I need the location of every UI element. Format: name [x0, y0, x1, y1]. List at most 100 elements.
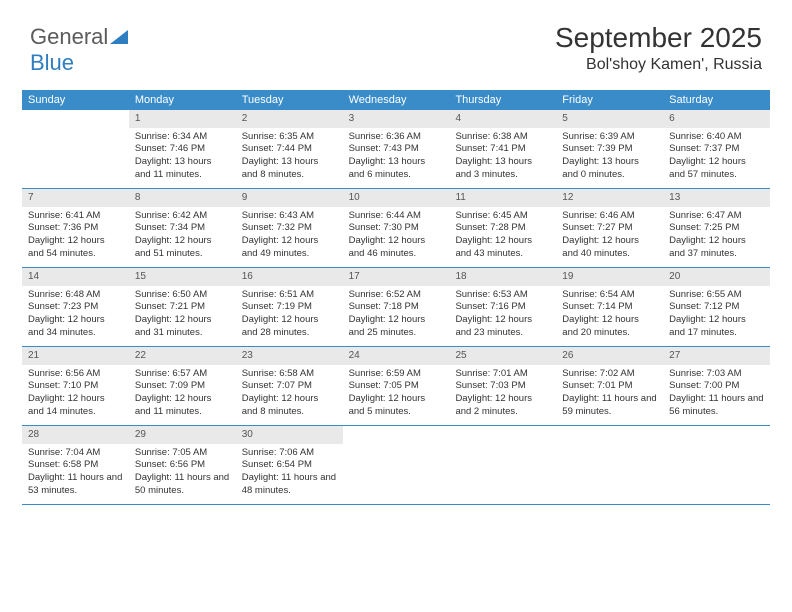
- daylight-text: Daylight: 12 hours and 25 minutes.: [349, 314, 444, 340]
- day-body: Sunrise: 7:02 AMSunset: 7:01 PMDaylight:…: [556, 365, 663, 424]
- sunset-text: Sunset: 7:12 PM: [669, 301, 764, 314]
- day-number: 5: [556, 110, 663, 128]
- sunset-text: Sunset: 7:01 PM: [562, 380, 657, 393]
- day-body: Sunrise: 7:03 AMSunset: 7:00 PMDaylight:…: [663, 365, 770, 424]
- day-number: 30: [236, 426, 343, 444]
- daylight-text: Daylight: 12 hours and 17 minutes.: [669, 314, 764, 340]
- day-cell: 27Sunrise: 7:03 AMSunset: 7:00 PMDayligh…: [663, 347, 770, 425]
- day-cell: 12Sunrise: 6:46 AMSunset: 7:27 PMDayligh…: [556, 189, 663, 267]
- daylight-text: Daylight: 12 hours and 40 minutes.: [562, 235, 657, 261]
- day-cell: 11Sunrise: 6:45 AMSunset: 7:28 PMDayligh…: [449, 189, 556, 267]
- sunrise-text: Sunrise: 6:39 AM: [562, 131, 657, 144]
- sunset-text: Sunset: 7:41 PM: [455, 143, 550, 156]
- day-body: Sunrise: 6:34 AMSunset: 7:46 PMDaylight:…: [129, 128, 236, 187]
- sunrise-text: Sunrise: 6:55 AM: [669, 289, 764, 302]
- day-body: Sunrise: 6:40 AMSunset: 7:37 PMDaylight:…: [663, 128, 770, 187]
- day-cell: [22, 110, 129, 188]
- weekday-header: Friday: [556, 90, 663, 110]
- sunset-text: Sunset: 7:32 PM: [242, 222, 337, 235]
- daylight-text: Daylight: 12 hours and 31 minutes.: [135, 314, 230, 340]
- day-cell: 2Sunrise: 6:35 AMSunset: 7:44 PMDaylight…: [236, 110, 343, 188]
- day-body: Sunrise: 6:39 AMSunset: 7:39 PMDaylight:…: [556, 128, 663, 187]
- sunrise-text: Sunrise: 6:44 AM: [349, 210, 444, 223]
- week-row: 28 Sunrise: 7:04 AMSunset: 6:58 PM Dayligh…: [22, 426, 770, 505]
- daylight-text: Daylight: 12 hours and 28 minutes.: [242, 314, 337, 340]
- day-cell: 5Sunrise: 6:39 AMSunset: 7:39 PMDaylight…: [556, 110, 663, 188]
- sunrise-text: Sunrise: 6:43 AM: [242, 210, 337, 223]
- daylight-text: Daylight: 12 hours and 49 minutes.: [242, 235, 337, 261]
- day-number: 27: [663, 347, 770, 365]
- header-right: September 2025 Bol'shoy Kamen', Russia: [555, 22, 762, 74]
- month-title: September 2025: [555, 22, 762, 54]
- day-number: 10: [343, 189, 450, 207]
- day-body: Sunrise: 6:42 AMSunset: 7:34 PMDaylight:…: [129, 207, 236, 266]
- day-body: Sunrise: 6:43 AMSunset: 7:32 PMDaylight:…: [236, 207, 343, 266]
- weekday-header-row: Sunday Monday Tuesday Wednesday Thursday…: [22, 90, 770, 110]
- day-number: 3: [343, 110, 450, 128]
- daylight-text: Daylight: 12 hours and 51 minutes.: [135, 235, 230, 261]
- sunrise-text: Sunrise: 7:06 AM: [242, 447, 337, 460]
- sunrise-text: Sunrise: 6:53 AM: [455, 289, 550, 302]
- daylight-text: Daylight: 12 hours and 46 minutes.: [349, 235, 444, 261]
- sunrise-text: Sunrise: 7:04 AM: [28, 447, 123, 460]
- day-number: 21: [22, 347, 129, 365]
- week-row: 14Sunrise: 6:48 AMSunset: 7:23 PMDayligh…: [22, 268, 770, 347]
- daylight-text: Daylight: 13 hours and 3 minutes.: [455, 156, 550, 182]
- day-cell: 21Sunrise: 6:56 AMSunset: 7:10 PMDayligh…: [22, 347, 129, 425]
- sunrise-text: Sunrise: 6:51 AM: [242, 289, 337, 302]
- sunset-text: Sunset: 7:19 PM: [242, 301, 337, 314]
- logo: General Blue: [30, 24, 128, 76]
- day-number: 9: [236, 189, 343, 207]
- day-cell: 18Sunrise: 6:53 AMSunset: 7:16 PMDayligh…: [449, 268, 556, 346]
- day-number: 20: [663, 268, 770, 286]
- day-number: 12: [556, 189, 663, 207]
- location: Bol'shoy Kamen', Russia: [555, 56, 762, 74]
- weekday-header: Wednesday: [343, 90, 450, 110]
- day-cell: [449, 426, 556, 504]
- sunrise-text: Sunrise: 6:54 AM: [562, 289, 657, 302]
- sunset-text: Sunset: 7:10 PM: [28, 380, 123, 393]
- sunrise-text: Sunrise: 6:36 AM: [349, 131, 444, 144]
- sunrise-text: Sunrise: 6:50 AM: [135, 289, 230, 302]
- day-body: Sunrise: 6:47 AMSunset: 7:25 PMDaylight:…: [663, 207, 770, 266]
- sunset-text: Sunset: 7:09 PM: [135, 380, 230, 393]
- day-number: 6: [663, 110, 770, 128]
- day-number: 1: [129, 110, 236, 128]
- sunrise-text: Sunrise: 6:47 AM: [669, 210, 764, 223]
- day-cell: 8Sunrise: 6:42 AMSunset: 7:34 PMDaylight…: [129, 189, 236, 267]
- sunset-text: Sunset: 7:44 PM: [242, 143, 337, 156]
- day-cell: 13Sunrise: 6:47 AMSunset: 7:25 PMDayligh…: [663, 189, 770, 267]
- sunrise-text: Sunrise: 6:58 AM: [242, 368, 337, 381]
- day-number: 18: [449, 268, 556, 286]
- sunset-text: Sunset: 7:21 PM: [135, 301, 230, 314]
- daylight-text: Daylight: 12 hours and 43 minutes.: [455, 235, 550, 261]
- day-number: 24: [343, 347, 450, 365]
- day-cell: 4Sunrise: 6:38 AMSunset: 7:41 PMDaylight…: [449, 110, 556, 188]
- day-cell: 26Sunrise: 7:02 AMSunset: 7:01 PMDayligh…: [556, 347, 663, 425]
- sunset-text: Sunset: 7:36 PM: [28, 222, 123, 235]
- sunset-text: Sunset: 7:39 PM: [562, 143, 657, 156]
- day-body: Sunrise: 6:57 AMSunset: 7:09 PMDaylight:…: [129, 365, 236, 424]
- sunrise-text: Sunrise: 6:57 AM: [135, 368, 230, 381]
- day-cell: 16Sunrise: 6:51 AMSunset: 7:19 PMDayligh…: [236, 268, 343, 346]
- day-number: 2: [236, 110, 343, 128]
- day-number: 19: [556, 268, 663, 286]
- day-number: 28: [22, 426, 129, 444]
- daylight-text: Daylight: 11 hours and 56 minutes.: [669, 393, 764, 419]
- sunset-text: Sunset: 7:03 PM: [455, 380, 550, 393]
- sunset-text: Sunset: 6:54 PM: [242, 459, 337, 472]
- sunset-text: Sunset: 7:27 PM: [562, 222, 657, 235]
- day-body: Sunrise: 6:50 AMSunset: 7:21 PMDaylight:…: [129, 286, 236, 345]
- daylight-text: Daylight: 11 hours and 59 minutes.: [562, 393, 657, 419]
- sunrise-text: Sunrise: 7:01 AM: [455, 368, 550, 381]
- day-body: Sunrise: 7:06 AMSunset: 6:54 PMDaylight:…: [236, 444, 343, 503]
- sunset-text: Sunset: 6:58 PM: [28, 459, 123, 472]
- day-body: Sunrise: 6:54 AMSunset: 7:14 PMDaylight:…: [556, 286, 663, 345]
- day-body: Sunrise: 6:55 AMSunset: 7:12 PMDaylight:…: [663, 286, 770, 345]
- day-body: Sunrise: 6:59 AMSunset: 7:05 PMDaylight:…: [343, 365, 450, 424]
- day-number: 17: [343, 268, 450, 286]
- sunrise-text: Sunrise: 6:56 AM: [28, 368, 123, 381]
- weekday-header: Thursday: [449, 90, 556, 110]
- logo-text-2: Blue: [30, 50, 74, 75]
- daylight-text: Daylight: 11 hours and 48 minutes.: [242, 472, 337, 498]
